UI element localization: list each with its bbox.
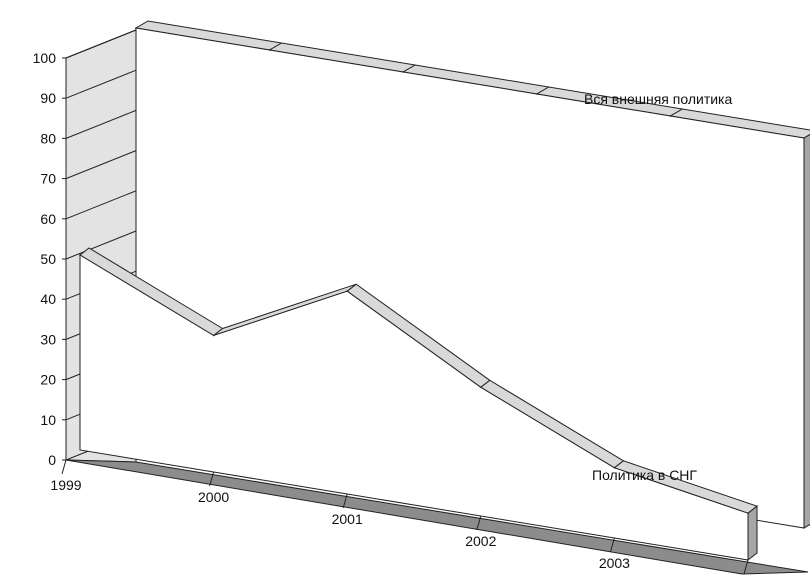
y-tick-label: 20 [40, 372, 56, 388]
y-tick-label: 30 [40, 331, 56, 347]
x-tick-label: 1999 [50, 477, 81, 493]
series-label-total: Вся внешняя политика [584, 91, 732, 107]
x-tick-label: 2001 [332, 511, 363, 527]
y-gridline [65, 150, 137, 180]
y-tick-label: 0 [48, 452, 56, 468]
series-labels: Вся внешняя политика Политика в СНГ [584, 91, 732, 483]
cis-point-2001 [346, 290, 349, 293]
y-tick-label: 70 [40, 171, 56, 187]
total-side-face [803, 133, 810, 529]
y-gridline [65, 230, 137, 260]
x-tick [743, 559, 749, 575]
y-tick-label: 100 [33, 50, 57, 66]
x-tick-label: 2002 [465, 533, 496, 549]
x-tick [61, 459, 67, 475]
y-tick-label: 10 [40, 412, 56, 428]
total-point-2004 [803, 137, 805, 139]
cis-point-1999 [79, 254, 81, 256]
total-point-2001 [402, 71, 405, 73]
y-gridline [65, 29, 137, 59]
y-gridline [65, 69, 137, 99]
y-tick-label: 40 [40, 291, 56, 307]
y-gridline [65, 190, 137, 220]
x-tick-label: 2003 [599, 555, 630, 571]
cis-side-face [747, 505, 758, 562]
total-point-2000 [268, 49, 271, 51]
floor [65, 459, 809, 575]
x-tick [209, 471, 215, 487]
cis-point-2000 [212, 334, 215, 337]
y-tick-label: 80 [40, 130, 56, 146]
cis-point-2003 [613, 467, 616, 469]
category-axis: 199920002001200220032004 [50, 459, 749, 575]
total-point-2003 [669, 115, 672, 117]
y-gridline [65, 109, 137, 139]
value-axis: 0 10 20 30 40 50 60 70 80 90 100 [33, 29, 137, 468]
x-tick [609, 537, 615, 553]
total-point-1999 [135, 27, 137, 29]
series-label-cis: Политика в СНГ [592, 467, 697, 483]
x-tick-label: 2000 [198, 489, 229, 505]
y-tick-label: 90 [40, 90, 56, 106]
y-tick-label: 60 [40, 211, 56, 227]
x-tick [476, 515, 482, 531]
cis-point-2004 [747, 512, 749, 514]
x-tick [342, 493, 348, 509]
total-point-2002 [536, 93, 538, 95]
cis-point-2002 [480, 386, 482, 389]
y-tick-label: 50 [40, 251, 56, 267]
